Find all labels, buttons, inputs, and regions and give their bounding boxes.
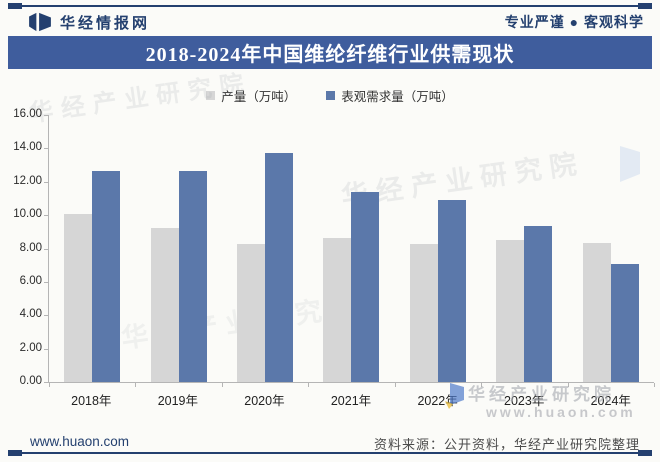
bar-group	[49, 115, 135, 382]
legend-item-demand: 表观需求量（万吨）	[326, 86, 454, 105]
bar	[323, 237, 352, 382]
x-axis-label: 2021年	[330, 394, 372, 408]
plot-area: 16.00 14.00 12.00 10.00 8.00 6.00 4.00 2.00 0.00	[13, 108, 655, 387]
x-axis-label: 2024年	[590, 394, 631, 408]
bottom-divider	[8, 450, 652, 456]
x-axis-label: 2019年	[157, 394, 199, 408]
bar	[524, 225, 553, 382]
y-axis-tick-label: 12.00	[13, 174, 42, 187]
title-bar: 2018-2024年中国维纶纤维行业供需现状	[8, 36, 652, 69]
bar	[150, 228, 179, 382]
bar	[582, 242, 611, 382]
bar	[409, 244, 438, 382]
x-axis-tick	[308, 383, 310, 387]
legend-swatch-demand-icon	[326, 91, 336, 100]
bar-group	[481, 115, 567, 382]
header-tagline: 专业严谨 ● 客观科学	[504, 14, 644, 30]
x-axis-label: 2020年	[244, 394, 285, 408]
bar	[351, 191, 380, 382]
legend-swatch-production-icon	[206, 91, 216, 100]
header: 华经情报网 专业严谨 ● 客观科学	[28, 10, 644, 34]
x-axis-labels: 2018年 2019年 2020年 2021年 2022年 2023年 2024年	[48, 390, 654, 409]
legend-item-production: 产量（万吨）	[206, 86, 296, 105]
bar	[265, 153, 294, 382]
bar-group	[395, 115, 481, 382]
legend-label-production: 产量（万吨）	[221, 90, 297, 104]
bar	[437, 200, 466, 382]
y-axis-tick-label: 16.00	[13, 108, 42, 120]
bar-groups	[49, 115, 654, 382]
bar	[64, 214, 93, 382]
bar	[496, 240, 525, 382]
bar-group	[308, 115, 394, 382]
x-axis-tick	[49, 383, 50, 387]
y-axis-tick-label: 2.00	[19, 341, 42, 354]
x-axis-label: 2022年	[417, 394, 458, 408]
chart-title: 2018-2024年中国维纶纤维行业供需现状	[145, 44, 515, 66]
y-axis-tick-label: 10.00	[13, 208, 42, 221]
y-axis-tick-label: 6.00	[19, 274, 42, 287]
bar-group	[135, 115, 221, 382]
bar	[92, 170, 121, 382]
chart-legend: 产量（万吨） 表观需求量（万吨）	[0, 86, 660, 105]
x-axis-label: 2018年	[71, 394, 112, 408]
x-axis-tick	[654, 383, 655, 387]
footer-source: 资料来源：公开资料，华经产业研究院整理	[373, 437, 640, 452]
bar	[237, 243, 266, 382]
x-axis-tick	[481, 383, 483, 387]
legend-label-demand: 表观需求量（万吨）	[341, 90, 454, 104]
x-axis-tick	[567, 383, 569, 387]
x-axis-tick	[221, 383, 223, 387]
huajing-logo-icon	[28, 12, 52, 32]
y-axis-tick-label: 14.00	[13, 141, 42, 154]
bar-group	[568, 115, 654, 382]
x-axis-tick	[394, 383, 396, 387]
y-axis-tick-label: 4.00	[19, 308, 42, 321]
y-axis-tick-label: 0.00	[19, 375, 42, 387]
site-name: 华经情报网	[60, 14, 151, 32]
brand: 华经情报网	[28, 12, 150, 33]
footer-url: www.huaon.com	[30, 434, 130, 449]
x-axis-tick	[135, 383, 137, 387]
y-axis-tick-label: 8.00	[19, 241, 42, 254]
bar-group	[222, 115, 308, 382]
bar	[610, 263, 639, 382]
x-axis-label: 2023年	[504, 394, 545, 408]
bar	[178, 170, 207, 382]
top-divider	[8, 3, 652, 9]
